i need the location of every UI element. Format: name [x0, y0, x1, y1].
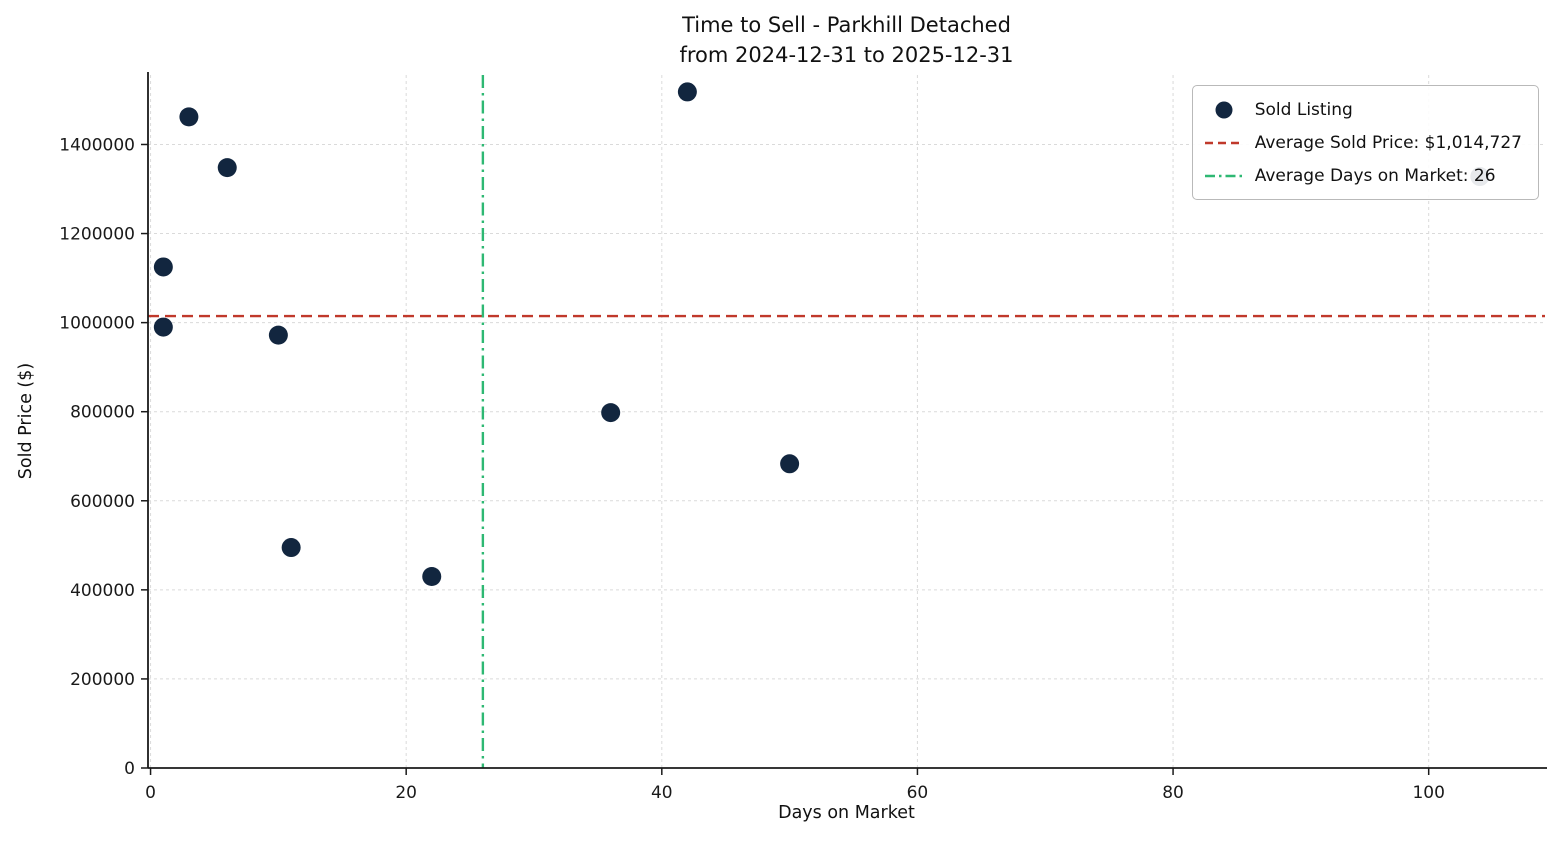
- average-price-dashed-line-icon: [1204, 141, 1243, 144]
- legend-label-sold-listing: Sold Listing: [1254, 99, 1353, 120]
- chart-title-line1: Time to Sell - Parkhill Detached: [682, 13, 1011, 37]
- y-tick-label: 0: [124, 759, 135, 779]
- y-tick-label: 800000: [70, 403, 135, 423]
- chart-title-line2: from 2024-12-31 to 2025-12-31: [679, 43, 1014, 67]
- legend-label-average-sold-price: Average Sold Price: $1,014,727: [1254, 132, 1522, 153]
- sold-listing-point: [677, 82, 697, 102]
- sold-listing-point: [601, 403, 621, 423]
- y-axis-label: Sold Price ($): [16, 362, 36, 480]
- y-tick-label: 400000: [70, 581, 135, 601]
- y-tick-label: 1400000: [59, 135, 135, 155]
- x-tick-label: 80: [1162, 783, 1184, 803]
- sold-listing-point: [281, 538, 301, 558]
- x-tick-label: 60: [907, 783, 929, 803]
- sold-listing-point: [217, 158, 237, 178]
- sold-listing-point: [153, 257, 173, 277]
- sold-listing-point: [780, 454, 800, 474]
- legend-item-average-sold-price: Average Sold Price: $1,014,727: [1204, 128, 1522, 157]
- average-days-dashdot-line-icon: [1204, 174, 1243, 177]
- legend-label-average-days: Average Days on Market: 26: [1254, 165, 1496, 186]
- y-tick-label: 1200000: [59, 225, 135, 245]
- sold-listing-point: [153, 317, 173, 337]
- y-tick-label: 1000000: [59, 314, 135, 334]
- x-tick-label: 0: [145, 783, 156, 803]
- sold-listing-point: [179, 107, 199, 127]
- sold-listing-marker-icon: [1215, 101, 1233, 118]
- legend-item-sold-listing: Sold Listing: [1205, 95, 1522, 124]
- sold-listing-point: [268, 325, 288, 345]
- x-axis-label: Days on Market: [778, 803, 915, 823]
- legend-item-average-days: Average Days on Market: 26: [1204, 161, 1522, 190]
- x-tick-label: 20: [395, 783, 417, 803]
- x-tick-label: 100: [1412, 783, 1444, 803]
- y-tick-label: 600000: [70, 492, 135, 512]
- y-tick-label: 200000: [70, 670, 135, 690]
- chart-title: Time to Sell - Parkhill Detached from 20…: [148, 10, 1545, 70]
- legend: Sold Listing Average Sold Price: $1,014,…: [1191, 85, 1539, 200]
- sold-listing-point: [422, 566, 442, 586]
- x-tick-label: 40: [651, 783, 673, 803]
